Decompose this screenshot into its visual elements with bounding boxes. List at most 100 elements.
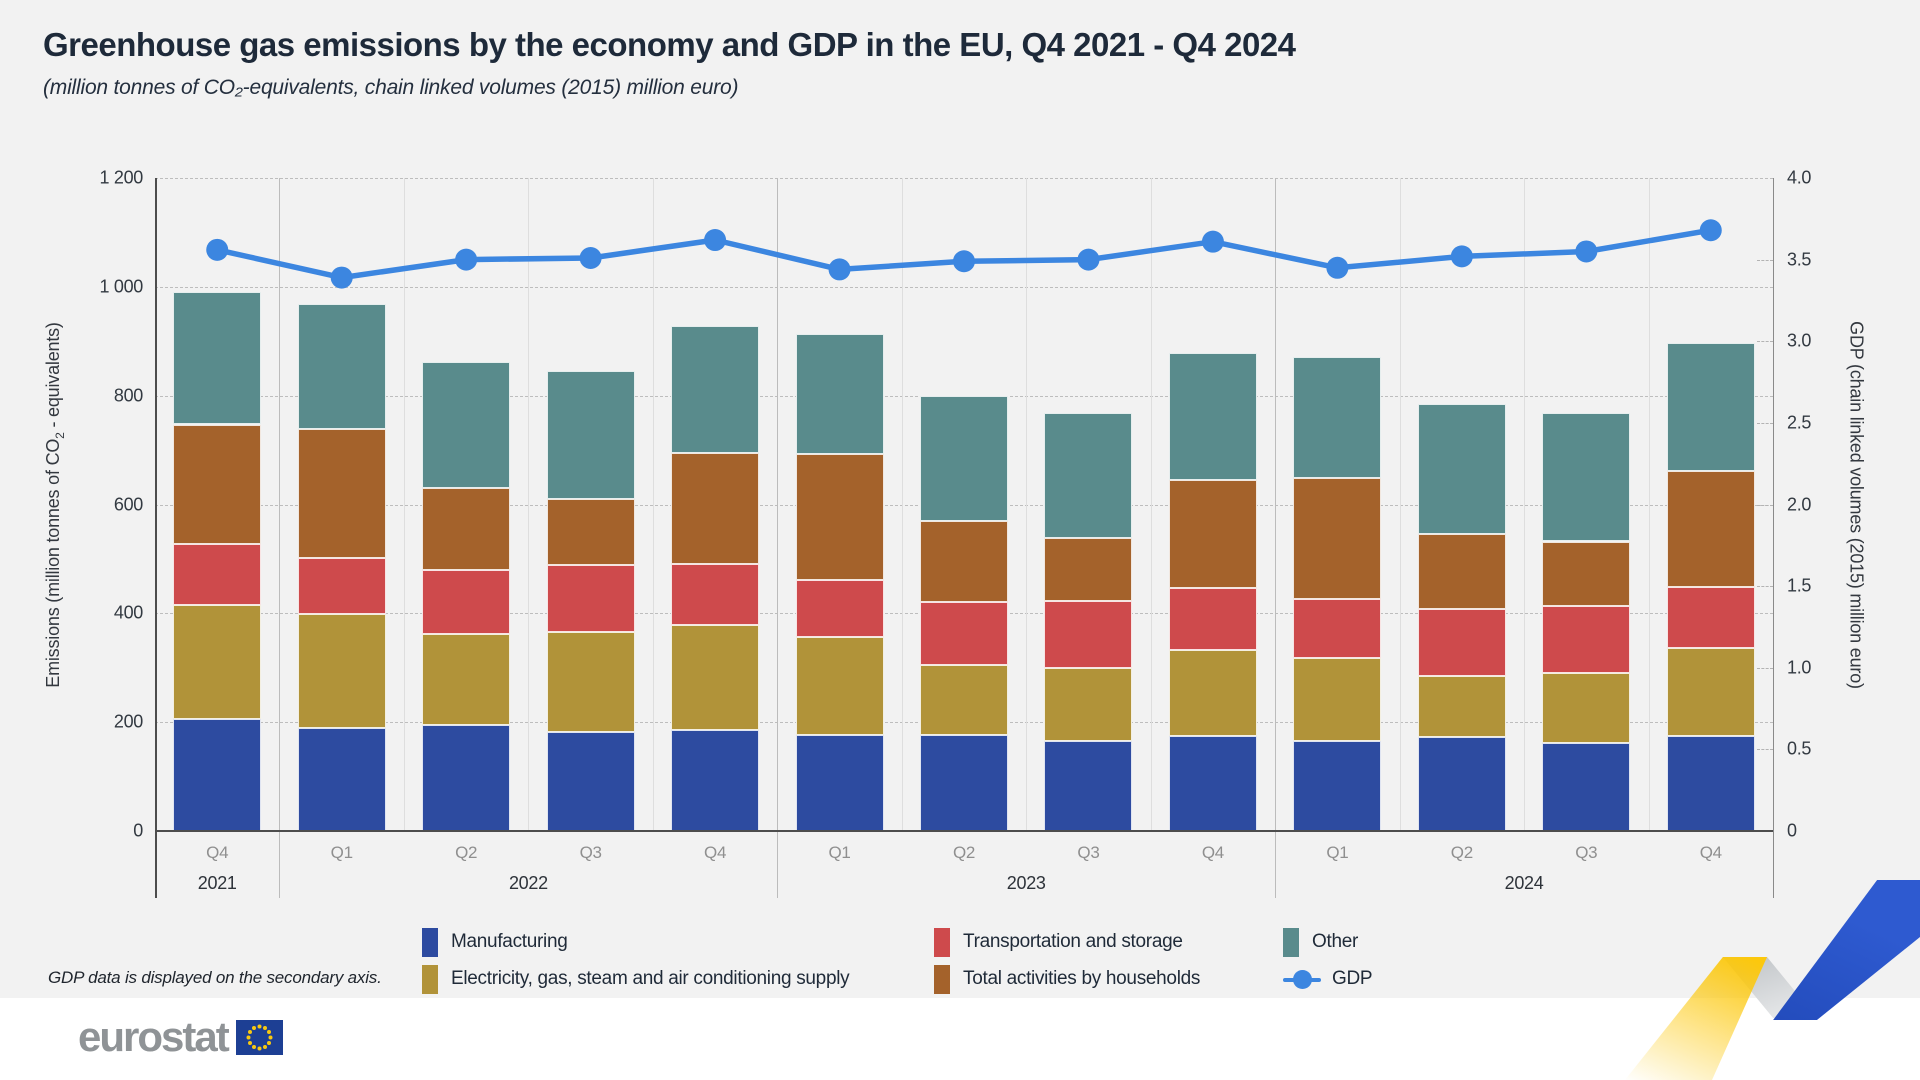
legend-label: Manufacturing (451, 931, 568, 952)
bar-segment-transportation (671, 563, 760, 625)
gdp-line (206, 219, 1722, 289)
right-axis-tick-dash (1757, 341, 1773, 343)
gdp-data-point (828, 258, 851, 281)
legend-item-households: Total activities by households (934, 963, 1200, 995)
transportation-swatch-icon (934, 927, 950, 957)
bar-segment-electricity (422, 634, 511, 725)
left-axis-tick: 400 (113, 602, 143, 623)
bar-segment-transportation (1293, 599, 1382, 659)
bar-segment-manufacturing (1168, 735, 1257, 831)
gdp-data-point (206, 238, 229, 261)
x-axis-quarter-label: Q4 (206, 843, 229, 862)
page-subtitle: (million tonnes of CO₂-equivalents, chai… (43, 76, 739, 99)
x-axis-year-label: 2023 (1006, 873, 1046, 893)
quarter-separator (528, 178, 530, 831)
gdp-data-point (1326, 256, 1349, 279)
bar-segment-manufacturing (422, 724, 511, 831)
bar-segment-other (1417, 404, 1506, 534)
bar-segment-other (1542, 412, 1631, 542)
gdp-data-point (1699, 219, 1722, 242)
bar-segment-other (1168, 353, 1257, 480)
bar-segment-households (671, 453, 760, 564)
bar-segment-transportation (1044, 601, 1133, 669)
right-axis-tick: 3.5 (1787, 249, 1812, 270)
bar-segment-manufacturing (173, 719, 262, 831)
x-axis-quarter-label: Q2 (952, 843, 976, 862)
bar-segment-manufacturing (546, 731, 635, 831)
quarter-separator (403, 178, 405, 831)
bar-segment-households (1666, 470, 1755, 587)
bar-segment-electricity (671, 624, 760, 731)
left-axis-tick: 1 000 (99, 276, 143, 297)
legend-label: GDP (1332, 968, 1373, 989)
bar-segment-households (1417, 533, 1506, 609)
manufacturing-swatch-icon (422, 927, 438, 957)
bar-segment-transportation (1542, 606, 1631, 674)
bar-segment-transportation (1168, 587, 1257, 651)
x-axis-year-label: 2024 (1504, 873, 1544, 893)
x-axis-quarter-label: Q2 (455, 843, 478, 862)
right-axis-tick: 0 (1787, 820, 1797, 841)
right-axis-tick: 4.0 (1787, 167, 1812, 188)
right-axis-tick-dash (1757, 749, 1773, 751)
bar-segment-manufacturing (671, 730, 760, 831)
gdp-data-point (579, 246, 602, 269)
year-separator (777, 178, 779, 898)
left-axis-line (155, 178, 157, 898)
gdp-data-point (704, 229, 727, 252)
bar-segment-electricity (920, 665, 1008, 736)
electricity-swatch-icon (422, 964, 438, 994)
x-axis-quarter-label: Q3 (1077, 843, 1100, 862)
bar-segment-other (546, 371, 635, 499)
x-axis-quarter-label: Q1 (828, 843, 851, 862)
bar-segment-households (1168, 480, 1257, 588)
bar-segment-other (920, 395, 1008, 522)
secondary-axis-footnote: GDP data is displayed on the secondary a… (48, 968, 382, 987)
gdp-data-point (953, 250, 975, 273)
x-axis-quarter-label: Q2 (1450, 843, 1473, 862)
bar-segment-electricity (1293, 658, 1382, 741)
bar-segment-transportation (1666, 586, 1755, 649)
right-axis-tick: 0.5 (1787, 738, 1812, 759)
bar-segment-other (1666, 342, 1755, 471)
legend-label: Transportation and storage (963, 931, 1183, 952)
bar-segment-households (1542, 541, 1631, 607)
right-axis-tick: 2.0 (1787, 494, 1812, 514)
quarter-separator (1524, 178, 1526, 831)
right-axis-tick-dash (1757, 422, 1773, 424)
eurostat-logo-text: eurostat (78, 1013, 230, 1060)
bar-segment-transportation (422, 569, 511, 634)
bar-segment-manufacturing (1666, 736, 1755, 831)
bar-segment-electricity (546, 632, 635, 732)
x-axis-quarter-label: Q3 (1575, 843, 1598, 862)
x-axis-quarter-label: Q1 (330, 843, 353, 862)
right-axis-tick: 1.5 (1787, 575, 1812, 596)
bar-segment-transportation (920, 602, 1008, 666)
left-axis-tick: 1 200 (99, 167, 143, 188)
gridline (155, 286, 1773, 288)
bar-segment-other (1044, 412, 1133, 539)
other-swatch-icon (1283, 927, 1299, 957)
bar-segment-households (1044, 538, 1133, 602)
left-axis-tick: 200 (113, 711, 143, 732)
legend-item-gdp: GDP (1283, 963, 1373, 995)
gdp-data-point (1201, 230, 1224, 253)
bar-segment-electricity (1542, 673, 1631, 744)
bar-segment-households (795, 453, 884, 580)
households-swatch-icon (934, 964, 950, 994)
bar-segment-electricity (1417, 676, 1506, 738)
bar-segment-transportation (795, 579, 884, 638)
legend-item-electricity: Electricity, gas, steam and air conditio… (422, 963, 850, 995)
gdp-data-point (1575, 240, 1598, 263)
quarter-separator (1026, 178, 1028, 831)
x-axis-year-label: 2021 (197, 873, 237, 893)
legend-item-transportation: Transportation and storage (934, 926, 1183, 958)
right-axis-tick: 1.0 (1787, 657, 1812, 678)
right-axis-tick-dash (1757, 586, 1773, 588)
page-title: Greenhouse gas emissions by the economy … (43, 26, 1296, 63)
left-axis-tick: 0 (133, 820, 143, 841)
right-axis-tick-dash (1757, 504, 1773, 506)
bar-segment-transportation (173, 543, 262, 605)
x-axis-quarter-label: Q4 (1699, 843, 1722, 862)
